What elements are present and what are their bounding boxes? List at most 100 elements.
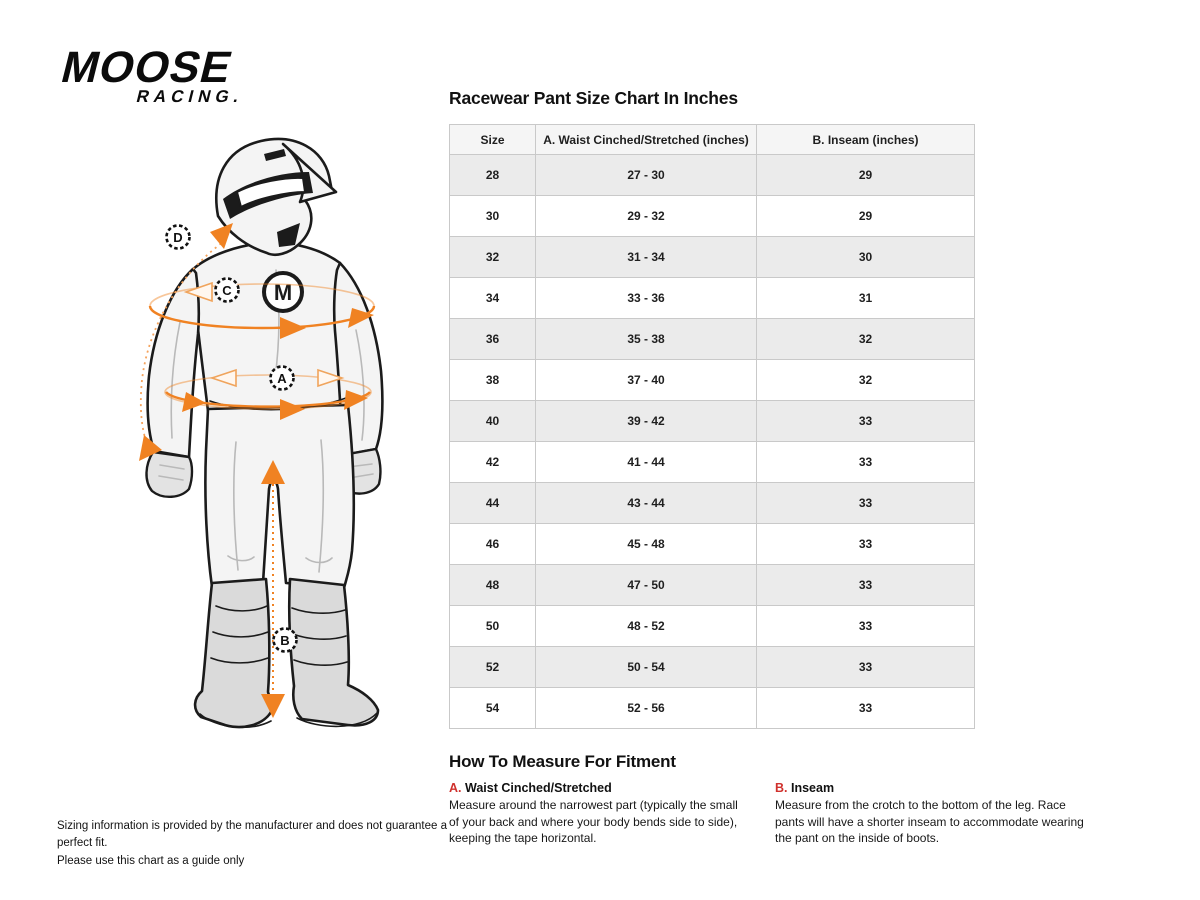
table-cell: 33 — [756, 482, 975, 524]
table-cell: 33 - 36 — [535, 277, 757, 319]
table-row: 28 27 - 30 29 — [449, 154, 975, 196]
table-cell: 33 — [756, 523, 975, 565]
table-cell: 48 — [449, 564, 536, 606]
moose-racing-logo: MOOSE RACING. — [57, 43, 247, 107]
table-row: 50 48 - 52 33 — [449, 605, 975, 647]
marker-c: C — [214, 277, 240, 303]
chest-arrow-back — [183, 281, 213, 303]
table-cell: 46 — [449, 523, 536, 565]
table-row: 42 41 - 44 33 — [449, 441, 975, 483]
table-row: 30 29 - 32 29 — [449, 195, 975, 237]
rider-pants — [204, 403, 356, 590]
size-chart-section: Racewear Pant Size Chart In Inches Size … — [449, 88, 975, 729]
table-header-row: Size A. Waist Cinched/Stretched (inches)… — [449, 124, 975, 155]
sleeve-arrow-bottom — [139, 435, 162, 461]
marker-a: A — [269, 365, 295, 391]
table-row: 38 37 - 40 32 — [449, 359, 975, 401]
waist-arrow-back-1 — [209, 368, 237, 388]
table-cell: 33 — [756, 687, 975, 729]
table-cell: 47 - 50 — [535, 564, 757, 606]
table-cell: 37 - 40 — [535, 359, 757, 401]
measure-item-inseam-text: Measure from the crotch to the bottom of… — [775, 798, 1084, 846]
table-cell: 50 — [449, 605, 536, 647]
table-row: 36 35 - 38 32 — [449, 318, 975, 360]
chest-arrow-front-1 — [280, 317, 306, 339]
table-cell: 48 - 52 — [535, 605, 757, 647]
table-cell: 34 — [449, 277, 536, 319]
table-cell: 33 — [756, 400, 975, 442]
chest-arrow-front-2 — [348, 308, 374, 328]
table-cell: 27 - 30 — [535, 154, 757, 196]
disclaimer: Sizing information is provided by the ma… — [57, 818, 447, 870]
table-cell: 39 - 42 — [535, 400, 757, 442]
rider-measurement-figure: M D C A — [40, 120, 430, 750]
measure-item-inseam: B. Inseam Measure from the crotch to the… — [775, 781, 1087, 847]
sleeve-arrow-top — [210, 223, 233, 249]
table-cell: 52 — [449, 646, 536, 688]
waist-arrow-front-1 — [182, 392, 206, 412]
svg-text:C: C — [222, 283, 232, 298]
size-chart-title: Racewear Pant Size Chart In Inches — [449, 88, 738, 108]
table-row: 34 33 - 36 31 — [449, 277, 975, 319]
table-cell: 33 — [756, 646, 975, 688]
moose-chest-logo-icon — [262, 271, 304, 313]
marker-b: B — [272, 627, 298, 653]
measure-item-inseam-label: B. Inseam — [775, 781, 835, 795]
table-row: 44 43 - 44 33 — [449, 482, 975, 524]
rider-right-boot — [287, 577, 380, 727]
table-cell: 33 — [756, 605, 975, 647]
table-cell: 33 — [756, 441, 975, 483]
table-row: 46 45 - 48 33 — [449, 523, 975, 565]
table-row: 48 47 - 50 33 — [449, 564, 975, 606]
table-cell: 29 - 32 — [535, 195, 757, 237]
rider-left-boot — [193, 577, 275, 729]
svg-text:A: A — [277, 371, 287, 386]
table-cell: 45 - 48 — [535, 523, 757, 565]
table-cell: 30 — [449, 195, 536, 237]
size-chart-table: Size A. Waist Cinched/Stretched (inches)… — [449, 124, 975, 729]
table-cell: 52 - 56 — [535, 687, 757, 729]
table-cell: 29 — [756, 154, 975, 196]
column-header-waist: A. Waist Cinched/Stretched (inches) — [535, 124, 757, 155]
table-cell: 41 - 44 — [535, 441, 757, 483]
table-cell: 50 - 54 — [535, 646, 757, 688]
waist-arrow-front-3 — [344, 390, 368, 410]
table-cell: 32 — [756, 318, 975, 360]
table-cell: 28 — [449, 154, 536, 196]
column-header-size: Size — [449, 124, 536, 155]
rider-illustration: M D C A — [139, 137, 384, 729]
how-to-measure-title: How To Measure For Fitment — [449, 752, 676, 771]
table-cell: 29 — [756, 195, 975, 237]
table-row: 52 50 - 54 33 — [449, 646, 975, 688]
helmet-chin-vent — [277, 223, 300, 247]
measure-letter-a: A. — [449, 781, 462, 795]
table-cell: 32 — [756, 359, 975, 401]
column-header-inseam: B. Inseam (inches) — [756, 124, 975, 155]
table-cell: 36 — [449, 318, 536, 360]
goggle-lens — [235, 176, 307, 209]
how-to-measure-section: How To Measure For Fitment A. Waist Cinc… — [449, 752, 1109, 847]
table-cell: 33 — [756, 564, 975, 606]
waist-measure-ellipse — [164, 374, 372, 410]
logo-text-racing: RACING. — [134, 87, 246, 106]
table-row: 54 52 - 56 33 — [449, 687, 975, 729]
table-cell: 44 — [449, 482, 536, 524]
table-cell: 32 — [449, 236, 536, 278]
table-cell: 40 — [449, 400, 536, 442]
waist-arrow-front-2 — [280, 399, 305, 420]
table-row: 40 39 - 42 33 — [449, 400, 975, 442]
sleeve-measure-line — [139, 239, 227, 447]
inseam-arrow-bottom — [261, 694, 285, 718]
table-cell: 31 — [756, 277, 975, 319]
helmet-vent — [264, 149, 286, 161]
inseam-arrow-top — [261, 460, 285, 484]
measure-item-waist-text: Measure around the narrowest part (typic… — [449, 798, 738, 846]
table-cell: 30 — [756, 236, 975, 278]
table-cell: 35 - 38 — [535, 318, 757, 360]
marker-d: D — [165, 224, 191, 250]
measure-item-waist: A. Waist Cinched/Stretched Measure aroun… — [449, 781, 747, 847]
table-cell: 43 - 44 — [535, 482, 757, 524]
moose-chest-logo-letter: M — [274, 280, 292, 305]
disclaimer-line-2: Please use this chart as a guide only — [57, 854, 245, 867]
rider-left-glove — [145, 450, 194, 498]
